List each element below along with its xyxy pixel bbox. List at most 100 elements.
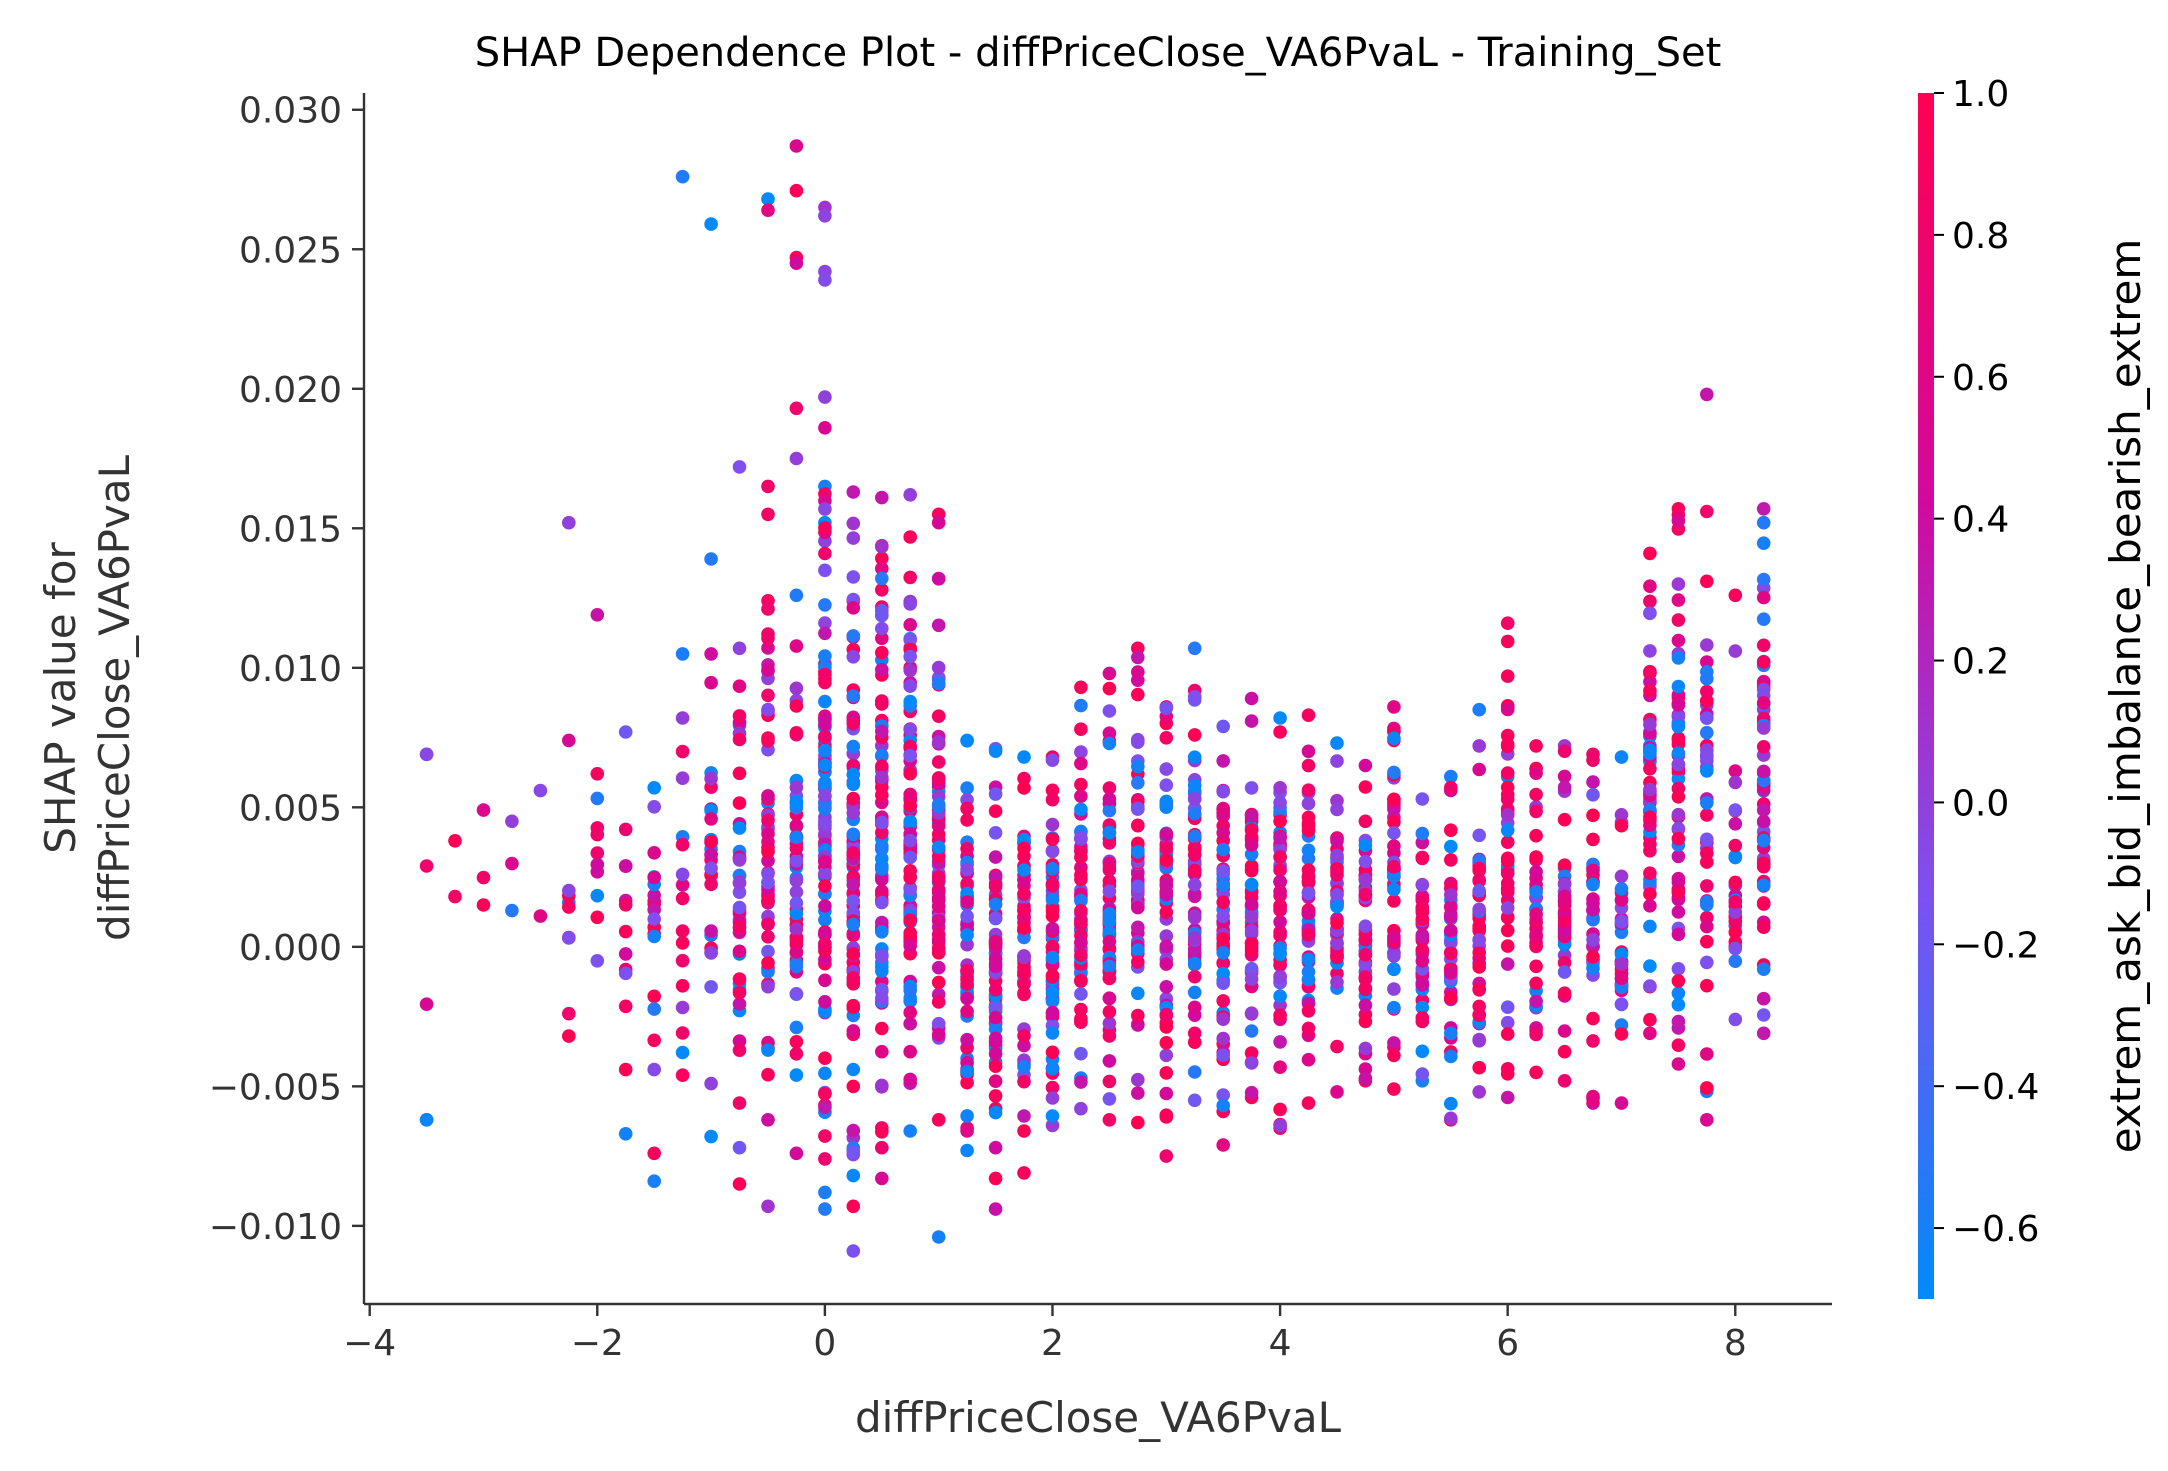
scatter-point [903, 663, 917, 678]
scatter-point [1728, 941, 1743, 956]
scatter-point [1472, 1060, 1486, 1075]
scatter-point [1614, 957, 1629, 971]
scatter-point [875, 925, 889, 939]
scatter-point [1444, 888, 1458, 902]
scatter-point [1614, 997, 1629, 1011]
scatter-point [1187, 728, 1202, 742]
scatter-points [419, 139, 1771, 1258]
scatter-point [1045, 817, 1060, 832]
scatter-point [675, 1000, 690, 1015]
colorbar: 1.0 0.8 0.6 0.4 0.2 0.0 −0.2 −0.4 −0.6 extrem_as… [1918, 74, 2150, 1299]
scatter-point [1102, 836, 1117, 850]
scatter-point [1472, 739, 1486, 753]
scatter-point [818, 758, 832, 772]
scatter-point [1671, 885, 1686, 899]
scatter-point [1074, 1046, 1088, 1061]
scatter-point [675, 878, 690, 892]
scatter-point [704, 980, 718, 994]
colorbar-tick-label: 0.4 [1952, 500, 2009, 541]
scatter-point [960, 876, 974, 891]
colorbar-tick-label: 0.6 [1952, 358, 2009, 399]
scatter-point [1671, 807, 1686, 822]
scatter-point [1187, 1065, 1202, 1079]
scatter-point [988, 1010, 1003, 1025]
scatter-point [1614, 882, 1629, 896]
scatter-point [419, 997, 434, 1011]
scatter-point [1472, 762, 1486, 777]
scatter-point [1102, 704, 1117, 718]
scatter-point [818, 598, 832, 612]
scatter-point [1472, 1085, 1486, 1099]
scatter-point [1273, 1102, 1287, 1117]
scatter-point [1756, 991, 1771, 1006]
scatter-point [988, 850, 1003, 864]
scatter-point [846, 998, 861, 1013]
scatter-point [1472, 902, 1486, 917]
scatter-point [1472, 945, 1486, 960]
scatter-point [1671, 905, 1686, 919]
scatter-point [846, 516, 861, 531]
scatter-point [732, 679, 747, 693]
scatter-point [1671, 577, 1686, 591]
scatter-point [1500, 1000, 1515, 1014]
scatter-point [1244, 714, 1259, 728]
scatter-point [1017, 966, 1031, 980]
scatter-point [1159, 1008, 1174, 1023]
scatter-point [1586, 1011, 1600, 1026]
scatter-point [675, 1045, 690, 1060]
scatter-point [988, 804, 1003, 818]
scatter-point [1756, 1026, 1771, 1041]
scatter-point [818, 1202, 832, 1216]
scatter-point [1159, 794, 1174, 809]
scatter-point [1700, 725, 1714, 740]
scatter-point [875, 825, 889, 840]
scatter-point [789, 681, 804, 696]
scatter-point [960, 909, 974, 924]
scatter-point [1159, 853, 1174, 867]
scatter-point [931, 1016, 946, 1031]
scatter-point [789, 588, 804, 603]
scatter-point [846, 601, 861, 615]
scatter-point [1216, 1138, 1230, 1152]
scatter-point [1216, 878, 1230, 892]
scatter-point [903, 722, 917, 737]
colorbar-ticks: 1.0 0.8 0.6 0.4 0.2 0.0 −0.2 −0.4 −0.6 [1934, 74, 2039, 1250]
scatter-point [1756, 878, 1771, 892]
scatter-point [960, 895, 974, 909]
scatter-point [988, 1089, 1003, 1103]
scatter-point [1102, 681, 1117, 696]
scatter-point [1301, 810, 1316, 825]
y-tick-label: 0.015 [239, 509, 342, 550]
scatter-point [1301, 870, 1316, 885]
scatter-point [732, 1140, 747, 1155]
scatter-point [1756, 740, 1771, 754]
scatter-point [1500, 616, 1515, 630]
scatter-point [1187, 792, 1202, 806]
scatter-point [1244, 863, 1259, 878]
scatter-point [1216, 801, 1230, 816]
scatter-point [704, 847, 718, 862]
scatter-point [1074, 987, 1088, 1001]
scatter-point [846, 894, 861, 908]
scatter-point [476, 803, 491, 817]
scatter-point [505, 856, 519, 871]
scatter-point [1159, 827, 1174, 841]
scatter-point [1756, 896, 1771, 910]
scatter-point [1472, 874, 1486, 888]
scatter-point [590, 767, 605, 781]
scatter-point [732, 641, 747, 656]
scatter-point [1273, 795, 1287, 810]
scatter-point [732, 944, 747, 959]
scatter-point [875, 1125, 889, 1139]
scatter-point [1557, 1044, 1572, 1059]
scatter-point [1387, 765, 1401, 780]
scatter-point [1216, 976, 1230, 990]
scatter-point [1216, 826, 1230, 840]
scatter-point [647, 1174, 661, 1188]
scatter-point [590, 888, 605, 903]
scatter-point [1045, 862, 1060, 876]
scatter-point [846, 1145, 861, 1159]
scatter-point [1045, 753, 1060, 767]
scatter-point [761, 627, 775, 641]
